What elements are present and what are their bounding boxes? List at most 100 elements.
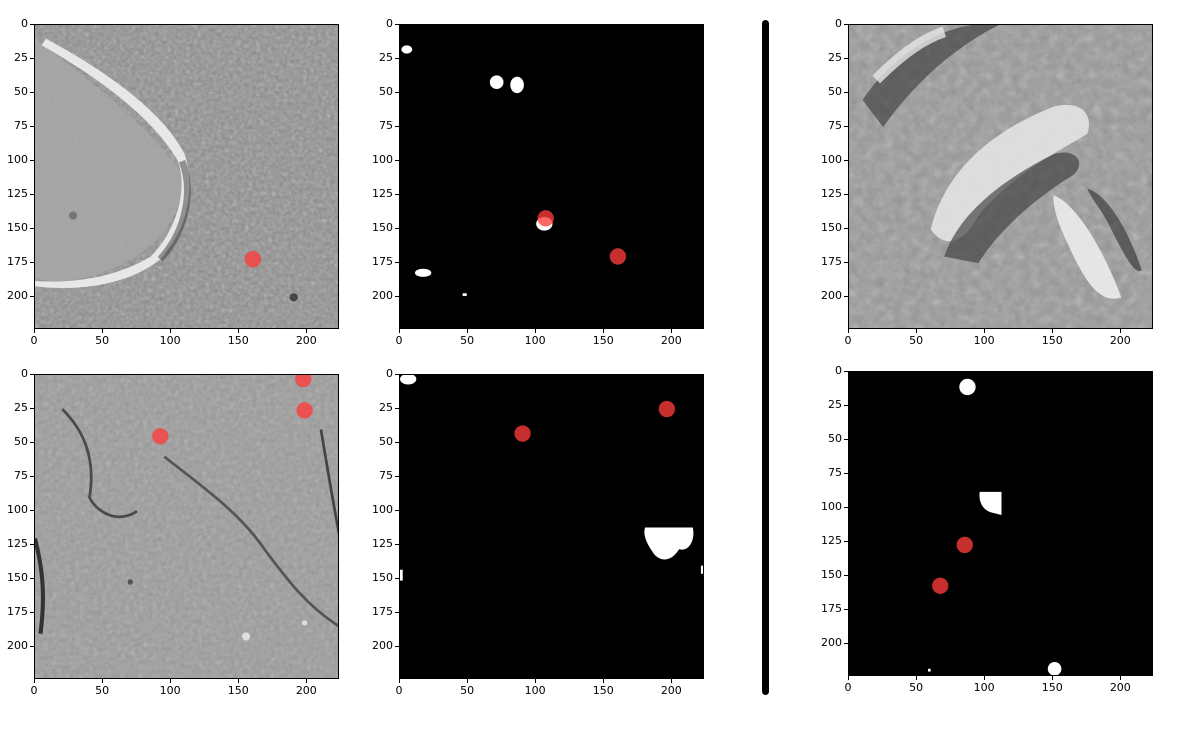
y-tick-mark <box>844 642 848 644</box>
crater-marker <box>658 400 676 418</box>
y-tick-mark <box>844 261 848 263</box>
y-tick-mark <box>30 441 34 443</box>
y-tick-label: 175 <box>7 255 28 269</box>
y-tick-mark <box>844 608 848 610</box>
x-tick-label: 100 <box>524 684 546 697</box>
x-tick-label: 0 <box>395 684 403 697</box>
y-tick-mark <box>395 441 399 443</box>
y-tick-mark <box>30 261 34 263</box>
y-tick-mark <box>395 261 399 263</box>
y-tick-label: 150 <box>372 221 393 235</box>
x-tick-mark <box>983 676 985 680</box>
y-tick-mark <box>395 227 399 229</box>
x-tick-label: 0 <box>30 334 38 347</box>
x-tick-mark <box>847 676 849 680</box>
y-tick-label: 125 <box>821 534 842 548</box>
separator-bar <box>762 20 769 695</box>
y-tick-mark <box>844 125 848 127</box>
y-tick-mark <box>395 543 399 545</box>
x-tick-label: 150 <box>1041 334 1063 347</box>
marker-layer <box>849 25 1153 329</box>
x-tick-label: 50 <box>909 681 924 694</box>
x-tick-label: 200 <box>295 334 317 347</box>
x-tick-mark <box>305 329 307 333</box>
y-tick-mark <box>30 645 34 647</box>
x-tick-mark <box>915 329 917 333</box>
x-tick-mark <box>101 329 103 333</box>
y-tick-mark <box>30 125 34 127</box>
terrain-image <box>35 25 338 328</box>
y-tick-mark <box>30 23 34 25</box>
y-tick-mark <box>844 159 848 161</box>
x-tick-mark <box>670 329 672 333</box>
y-tick-label: 75 <box>14 119 28 133</box>
y-tick-mark <box>844 574 848 576</box>
y-tick-label: 100 <box>821 153 842 167</box>
y-tick-label: 0 <box>835 17 842 30</box>
y-tick-mark <box>30 509 34 511</box>
y-tick-mark <box>844 23 848 25</box>
x-tick-mark <box>169 679 171 683</box>
y-tick-mark <box>30 407 34 409</box>
x-tick-mark <box>1119 676 1121 680</box>
x-tick-label: 100 <box>159 684 181 697</box>
y-tick-mark <box>395 57 399 59</box>
mask-image <box>400 375 703 678</box>
crater-marker <box>514 425 531 442</box>
y-tick-label: 150 <box>7 571 28 585</box>
x-tick-label: 200 <box>295 684 317 697</box>
y-tick-mark <box>844 540 848 542</box>
y-tick-label: 50 <box>14 435 28 449</box>
y-tick-mark <box>30 543 34 545</box>
crater-marker <box>956 536 973 554</box>
y-tick-mark <box>844 506 848 508</box>
y-tick-mark <box>30 295 34 297</box>
x-tick-mark <box>305 679 307 683</box>
y-tick-label: 100 <box>372 153 393 167</box>
x-tick-mark <box>602 679 604 683</box>
y-tick-mark <box>844 91 848 93</box>
crater-marker <box>296 402 313 419</box>
y-tick-label: 0 <box>835 364 842 377</box>
image-area <box>848 371 1153 676</box>
y-tick-label: 100 <box>821 500 842 514</box>
y-tick-mark <box>30 227 34 229</box>
y-tick-label: 175 <box>821 255 842 269</box>
x-tick-label: 100 <box>159 334 181 347</box>
crater-marker <box>932 577 949 594</box>
x-tick-mark <box>847 329 849 333</box>
y-tick-label: 125 <box>372 537 393 551</box>
image-area <box>34 24 339 329</box>
y-tick-label: 75 <box>379 469 393 483</box>
y-tick-mark <box>395 611 399 613</box>
y-tick-label: 125 <box>7 537 28 551</box>
x-tick-mark <box>33 329 35 333</box>
image-area <box>399 24 704 329</box>
y-tick-label: 75 <box>14 469 28 483</box>
crater-marker <box>244 251 262 268</box>
y-tick-label: 50 <box>379 85 393 99</box>
y-tick-label: 25 <box>379 51 393 65</box>
y-tick-mark <box>844 472 848 474</box>
x-tick-label: 200 <box>660 334 682 347</box>
x-tick-label: 50 <box>460 684 475 697</box>
y-tick-label: 175 <box>821 602 842 616</box>
x-tick-mark <box>915 676 917 680</box>
y-tick-mark <box>844 404 848 406</box>
y-tick-label: 25 <box>14 401 28 415</box>
y-tick-label: 200 <box>7 289 28 303</box>
marker-layer <box>514 400 676 442</box>
x-tick-label: 150 <box>592 684 614 697</box>
y-tick-label: 175 <box>372 255 393 269</box>
y-tick-mark <box>844 370 848 372</box>
y-tick-mark <box>844 438 848 440</box>
image-area <box>848 24 1153 329</box>
y-tick-label: 125 <box>7 187 28 201</box>
marker-layer <box>244 251 262 268</box>
y-tick-mark <box>30 57 34 59</box>
x-tick-label: 50 <box>909 334 924 347</box>
x-tick-mark <box>602 329 604 333</box>
y-tick-label: 25 <box>14 51 28 65</box>
y-tick-label: 125 <box>372 187 393 201</box>
y-tick-mark <box>395 91 399 93</box>
